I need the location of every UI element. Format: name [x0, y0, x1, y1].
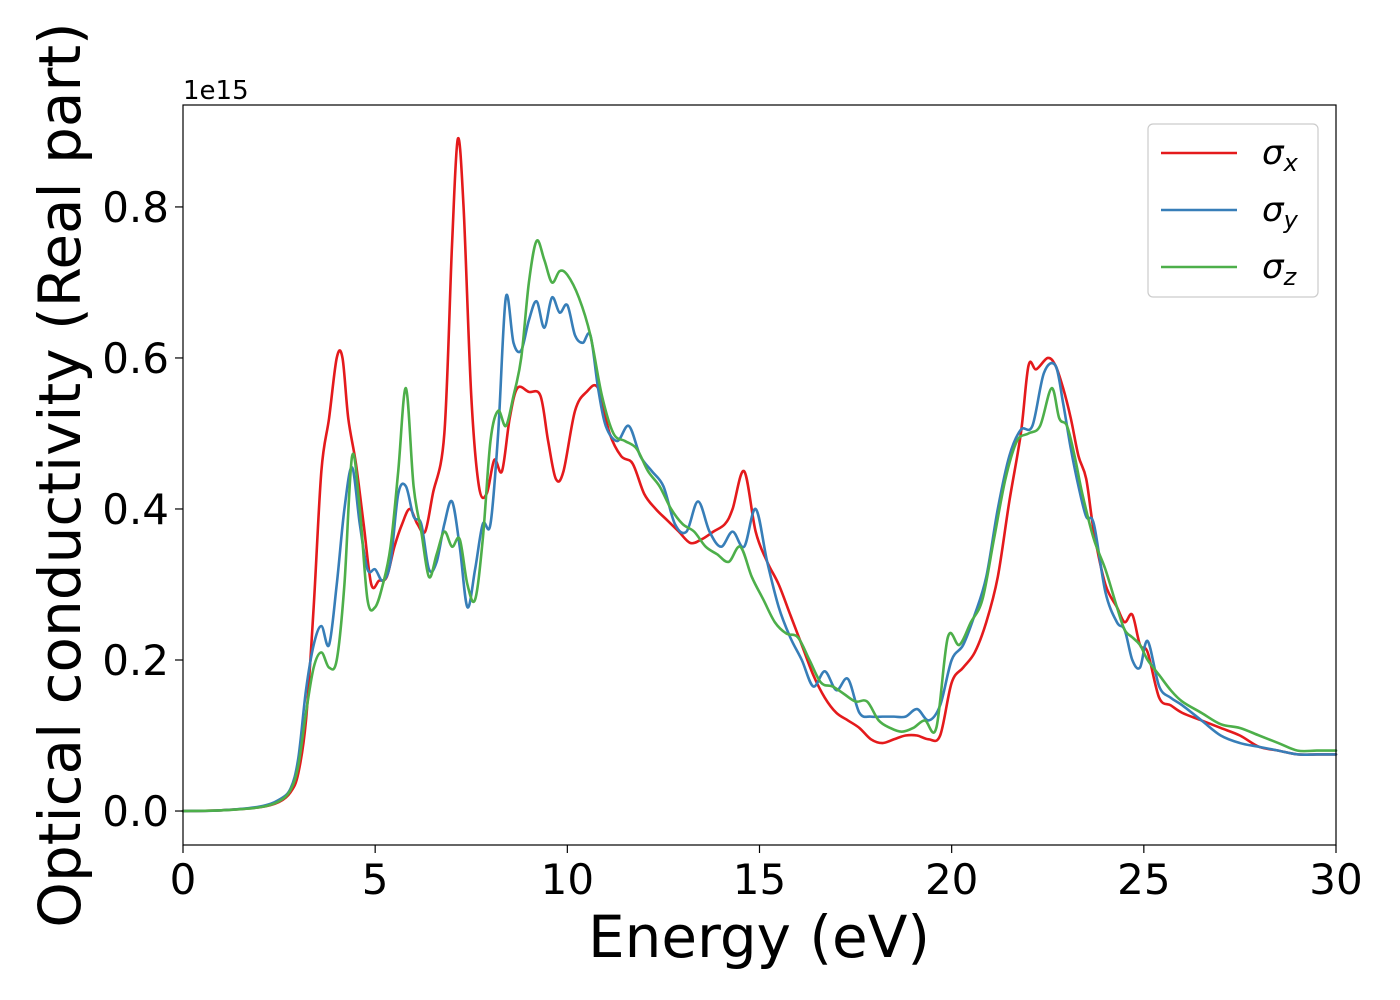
x-tick-label: 10 — [541, 855, 594, 904]
legend-label-y: σy — [1262, 190, 1299, 234]
x-tick-label: 5 — [362, 855, 389, 904]
y-tick-label: 0.2 — [102, 636, 169, 685]
series-layer — [181, 136, 1338, 813]
legend-label-z: σz — [1262, 247, 1298, 291]
y-tick-label: 0.0 — [102, 787, 169, 836]
y-axis-label: Optical conductivity (Real part) — [26, 22, 94, 927]
plot-area — [183, 105, 1336, 845]
legend-label-x: σx — [1262, 133, 1299, 177]
y-offset-label: 1e15 — [183, 76, 249, 106]
x-tick-label: 15 — [733, 855, 786, 904]
y-tick-label: 0.8 — [102, 183, 169, 232]
x-tick-label: 0 — [170, 855, 197, 904]
x-tick-label: 25 — [1117, 855, 1170, 904]
y-tick-label: 0.4 — [102, 485, 169, 534]
x-tick-label: 20 — [925, 855, 978, 904]
x-axis: 0 5 10 15 20 25 30 — [170, 845, 1363, 904]
series-line-z — [181, 239, 1338, 813]
legend-items: σx σy σz — [1161, 133, 1299, 291]
x-tick-label: 30 — [1309, 855, 1362, 904]
legend: σx σy σz — [1147, 123, 1319, 298]
y-tick-label: 0.6 — [102, 334, 169, 383]
y-axis: 0.0 0.2 0.4 0.6 0.8 — [102, 183, 183, 836]
x-axis-label: Energy (eV) — [588, 903, 930, 971]
